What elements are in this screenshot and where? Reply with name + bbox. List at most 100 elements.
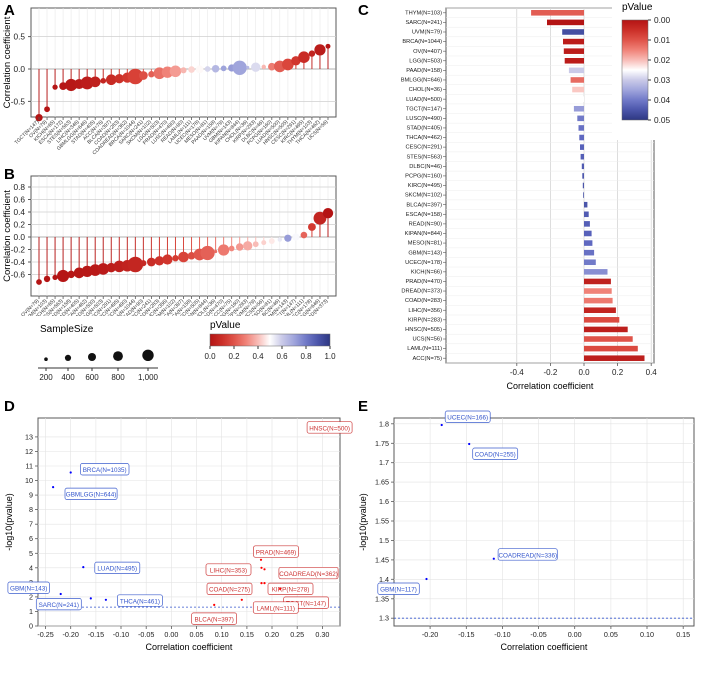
svg-text:Correlation coefficient: Correlation coefficient <box>507 381 594 391</box>
svg-text:DLBC(N=46): DLBC(N=46) <box>409 164 442 170</box>
svg-text:1.35: 1.35 <box>375 594 389 603</box>
svg-text:Correlation coefficient: Correlation coefficient <box>2 16 13 108</box>
svg-text:0.03: 0.03 <box>654 75 671 85</box>
svg-text:LIHC(N=353): LIHC(N=353) <box>210 567 247 574</box>
svg-text:0.25: 0.25 <box>290 630 304 639</box>
svg-text:5: 5 <box>29 549 33 558</box>
svg-text:THCA(N=461): THCA(N=461) <box>120 598 160 605</box>
svg-text:Correlation coefficient: Correlation coefficient <box>146 642 233 652</box>
svg-text:0.00: 0.00 <box>654 15 671 25</box>
svg-text:PRAD(N=469): PRAD(N=469) <box>256 549 296 556</box>
svg-text:STAD(N=405): STAD(N=405) <box>407 126 443 132</box>
svg-text:13: 13 <box>25 432 33 441</box>
svg-text:HNSC(N=505): HNSC(N=505) <box>405 327 442 333</box>
svg-text:1.0: 1.0 <box>324 352 336 361</box>
svg-text:1.5: 1.5 <box>379 536 389 545</box>
svg-text:KIRP(N=278): KIRP(N=278) <box>272 587 310 594</box>
svg-text:0.00: 0.00 <box>568 630 582 639</box>
svg-text:0.20: 0.20 <box>265 630 279 639</box>
svg-text:STES(N=563): STES(N=563) <box>406 154 442 160</box>
svg-text:0.4: 0.4 <box>252 352 264 361</box>
svg-text:BLCA(N=397): BLCA(N=397) <box>195 617 234 624</box>
svg-text:TGCT(N=147): TGCT(N=147) <box>406 106 442 112</box>
svg-text:BRCA(N=1044): BRCA(N=1044) <box>402 39 442 45</box>
svg-text:READ(N=90): READ(N=90) <box>409 221 442 227</box>
svg-text:ESCA(N=158): ESCA(N=158) <box>406 212 442 218</box>
svg-text:pValue: pValue <box>622 2 653 13</box>
svg-text:0.2: 0.2 <box>13 220 25 230</box>
svg-text:UCS(N=56): UCS(N=56) <box>412 337 442 343</box>
svg-text:GBM(N=143): GBM(N=143) <box>10 586 47 593</box>
svg-text:LAML(N=111): LAML(N=111) <box>257 605 295 612</box>
svg-text:0.05: 0.05 <box>654 115 671 125</box>
svg-text:LIHC(N=356): LIHC(N=356) <box>408 308 442 314</box>
svg-text:-0.4: -0.4 <box>510 368 524 377</box>
svg-text:0.0: 0.0 <box>13 232 25 242</box>
svg-text:0.4: 0.4 <box>13 207 25 217</box>
svg-text:0.00: 0.00 <box>164 630 178 639</box>
svg-text:0.0: 0.0 <box>204 352 216 361</box>
svg-text:Correlation coefficient: Correlation coefficient <box>501 642 588 652</box>
svg-text:SKCM(N=102): SKCM(N=102) <box>405 193 442 199</box>
svg-text:LUSC(N=490): LUSC(N=490) <box>406 116 442 122</box>
svg-text:1.55: 1.55 <box>375 517 389 526</box>
svg-text:-0.20: -0.20 <box>63 630 79 639</box>
svg-text:HNSC(N=500): HNSC(N=500) <box>309 425 350 432</box>
svg-text:-0.10: -0.10 <box>113 630 129 639</box>
svg-text:400: 400 <box>61 373 75 382</box>
svg-text:-0.15: -0.15 <box>458 630 474 639</box>
svg-text:1.45: 1.45 <box>375 555 389 564</box>
svg-text:-0.20: -0.20 <box>422 630 438 639</box>
svg-text:0.2: 0.2 <box>612 368 624 377</box>
svg-text:SARC(N=241): SARC(N=241) <box>405 20 442 26</box>
svg-text:-0.2: -0.2 <box>544 368 558 377</box>
svg-text:-0.25: -0.25 <box>37 630 53 639</box>
svg-text:1.65: 1.65 <box>375 478 389 487</box>
svg-text:0.6: 0.6 <box>276 352 288 361</box>
svg-text:LGG(N=503): LGG(N=503) <box>409 58 442 64</box>
svg-text:ACC(N=75): ACC(N=75) <box>412 356 442 362</box>
svg-text:1,000: 1,000 <box>138 373 159 382</box>
svg-text:CESC(N=291): CESC(N=291) <box>405 145 442 151</box>
svg-text:KIRP(N=283): KIRP(N=283) <box>408 317 442 323</box>
svg-text:0.15: 0.15 <box>240 630 254 639</box>
svg-text:-0.05: -0.05 <box>138 630 154 639</box>
svg-text:7: 7 <box>29 520 33 529</box>
svg-text:0.01: 0.01 <box>654 35 671 45</box>
svg-text:0.8: 0.8 <box>300 352 312 361</box>
svg-text:GBMLGG(N=644): GBMLGG(N=644) <box>66 492 117 499</box>
svg-text:600: 600 <box>85 373 99 382</box>
svg-text:KIRC(N=495): KIRC(N=495) <box>408 183 442 189</box>
svg-text:DREAD(N=373): DREAD(N=373) <box>401 289 442 295</box>
svg-text:1.8: 1.8 <box>379 419 389 428</box>
svg-text:0.15: 0.15 <box>676 630 690 639</box>
svg-text:0.5: 0.5 <box>13 32 25 42</box>
svg-text:-0.15: -0.15 <box>88 630 104 639</box>
svg-text:800: 800 <box>111 373 125 382</box>
svg-text:GBM(N=143): GBM(N=143) <box>408 250 442 256</box>
svg-text:COADREAD(N=362): COADREAD(N=362) <box>279 571 338 578</box>
svg-text:-log10(pvalue): -log10(pvalue) <box>358 493 368 551</box>
svg-text:Correlation coefficient: Correlation coefficient <box>2 190 13 282</box>
svg-text:SARC(N=241): SARC(N=241) <box>39 602 79 609</box>
svg-text:0.2: 0.2 <box>228 352 240 361</box>
svg-text:1.7: 1.7 <box>379 458 389 467</box>
svg-text:-0.05: -0.05 <box>530 630 546 639</box>
svg-text:11: 11 <box>26 462 33 471</box>
svg-text:1: 1 <box>29 607 33 616</box>
svg-text:0.30: 0.30 <box>315 630 329 639</box>
svg-text:OV(N=407): OV(N=407) <box>413 49 442 55</box>
svg-text:BMLGG(N=646): BMLGG(N=646) <box>401 78 442 84</box>
svg-text:KICH(N=66): KICH(N=66) <box>411 269 442 275</box>
svg-text:8: 8 <box>29 505 33 514</box>
svg-text:0.05: 0.05 <box>604 630 618 639</box>
svg-text:BRCA(N=1035): BRCA(N=1035) <box>83 467 127 474</box>
svg-text:UCEC(N=178): UCEC(N=178) <box>405 260 442 266</box>
svg-text:pValue: pValue <box>210 320 241 331</box>
svg-text:COADREAD(N=336): COADREAD(N=336) <box>498 552 557 559</box>
svg-text:0.0: 0.0 <box>578 368 590 377</box>
svg-text:PAAD(N=158): PAAD(N=158) <box>406 68 442 74</box>
svg-text:-0.10: -0.10 <box>494 630 510 639</box>
svg-text:LUAD(N=500): LUAD(N=500) <box>406 97 442 103</box>
svg-text:SampleSize: SampleSize <box>40 324 94 335</box>
